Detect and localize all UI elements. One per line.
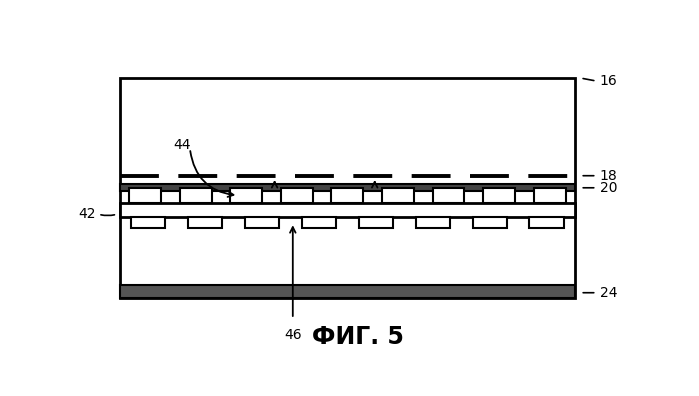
Bar [433,188,464,203]
Bar [331,188,363,203]
Text: 20: 20 [600,181,617,195]
Bar [120,286,575,297]
Bar [359,217,393,228]
Bar [529,217,563,228]
Bar [281,188,312,203]
Bar [473,217,507,228]
Text: 44: 44 [173,138,191,152]
Bar [245,217,279,228]
Bar [382,188,414,203]
Bar [180,188,212,203]
Text: 42: 42 [78,207,96,221]
Bar [483,188,515,203]
Bar [534,188,565,203]
Text: 18: 18 [600,169,618,183]
Bar [120,203,575,217]
Text: ФИГ. 5: ФИГ. 5 [312,325,404,349]
Bar [416,217,449,228]
Bar [129,188,161,203]
Bar [302,217,336,228]
Text: 16: 16 [600,74,618,88]
Bar [188,217,222,228]
Bar [231,188,262,203]
Bar [120,78,575,297]
Bar [120,185,575,191]
Text: 46: 46 [284,328,301,342]
Bar [131,217,166,228]
Text: 24: 24 [600,286,617,300]
